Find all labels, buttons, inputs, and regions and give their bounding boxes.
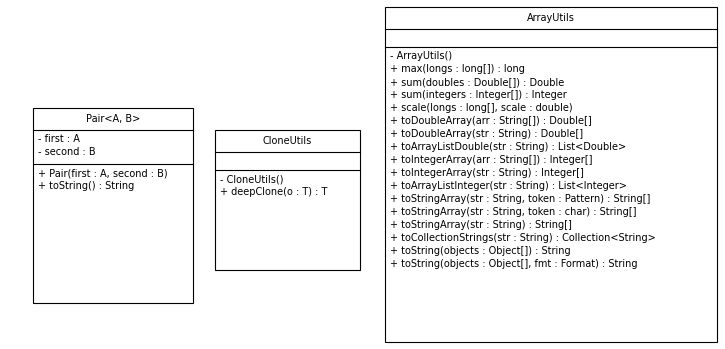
Text: + toString(objects : Object[], fmt : Format) : String: + toString(objects : Object[], fmt : For… <box>390 259 637 269</box>
Text: + toStringArray(str : String, token : char) : String[]: + toStringArray(str : String, token : ch… <box>390 207 637 217</box>
Text: + toArrayListInteger(str : String) : List<Integer>: + toArrayListInteger(str : String) : Lis… <box>390 181 627 191</box>
Text: + toStringArray(str : String) : String[]: + toStringArray(str : String) : String[] <box>390 220 572 230</box>
Text: ArrayUtils: ArrayUtils <box>527 13 575 23</box>
Bar <box>215 130 360 270</box>
Text: + toCollectionStrings(str : String) : Collection<String>: + toCollectionStrings(str : String) : Co… <box>390 233 655 243</box>
Text: + toIntegerArray(str : String) : Integer[]: + toIntegerArray(str : String) : Integer… <box>390 168 584 178</box>
Text: + scale(longs : long[], scale : double): + scale(longs : long[], scale : double) <box>390 103 573 113</box>
Text: - second : B: - second : B <box>38 147 96 157</box>
Text: + toStringArray(str : String, token : Pattern) : String[]: + toStringArray(str : String, token : Pa… <box>390 194 650 204</box>
Text: + toIntegerArray(arr : String[]) : Integer[]: + toIntegerArray(arr : String[]) : Integ… <box>390 155 592 165</box>
Text: + deepClone(o : T) : T: + deepClone(o : T) : T <box>220 187 328 197</box>
Text: Pair<A, B>: Pair<A, B> <box>86 114 140 124</box>
Text: + toString(objects : Object[]) : String: + toString(objects : Object[]) : String <box>390 246 571 256</box>
Text: + max(longs : long[]) : long: + max(longs : long[]) : long <box>390 64 525 74</box>
Text: - CloneUtils(): - CloneUtils() <box>220 174 283 184</box>
Text: CloneUtils: CloneUtils <box>263 136 312 146</box>
Text: + Pair(first : A, second : B): + Pair(first : A, second : B) <box>38 168 167 178</box>
Bar <box>385 7 717 342</box>
Text: + toArrayListDouble(str : String) : List<Double>: + toArrayListDouble(str : String) : List… <box>390 142 626 152</box>
Text: - first : A: - first : A <box>38 134 80 144</box>
Text: + sum(doubles : Double[]) : Double: + sum(doubles : Double[]) : Double <box>390 77 564 87</box>
Text: - ArrayUtils(): - ArrayUtils() <box>390 51 452 61</box>
Bar <box>33 108 193 303</box>
Text: + toDoubleArray(str : String) : Double[]: + toDoubleArray(str : String) : Double[] <box>390 129 583 139</box>
Text: + sum(integers : Integer[]) : Integer: + sum(integers : Integer[]) : Integer <box>390 90 567 100</box>
Text: + toString() : String: + toString() : String <box>38 181 134 191</box>
Text: + toDoubleArray(arr : String[]) : Double[]: + toDoubleArray(arr : String[]) : Double… <box>390 116 592 126</box>
